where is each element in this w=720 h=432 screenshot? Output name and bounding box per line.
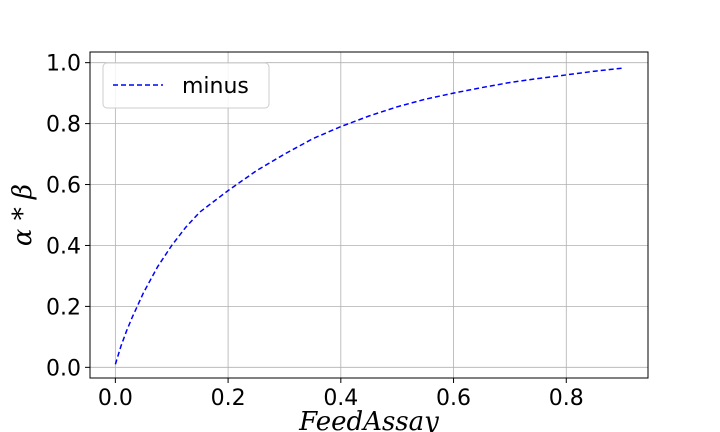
y-tick-label: 1.0 <box>46 52 81 77</box>
legend-box <box>102 62 270 109</box>
x-tick-label: 0.6 <box>436 386 471 411</box>
legend-label-minus: minus <box>182 74 249 99</box>
axis-ticks: 0.0 0.2 0.4 0.6 0.8 0.0 0.2 0.4 0.6 0.8 1.0 <box>46 52 584 411</box>
series-line-minus <box>114 67 623 365</box>
y-axis-label: α * β <box>8 184 38 246</box>
x-tick-label: 0.8 <box>549 386 584 411</box>
y-tick-label: 0.6 <box>46 174 81 199</box>
plot-series <box>114 67 623 365</box>
legend: minus <box>102 62 270 109</box>
x-tick-label: 0.0 <box>98 386 133 411</box>
x-tick-label: 0.4 <box>323 386 358 411</box>
y-tick-label: 0.0 <box>46 356 81 381</box>
y-tick-label: 0.8 <box>46 113 81 138</box>
y-tick-label: 0.4 <box>46 234 81 259</box>
x-axis-label: FeedAssay <box>298 407 439 432</box>
x-tick-label: 0.2 <box>211 386 246 411</box>
plot-frame <box>89 51 649 379</box>
y-tick-label: 0.2 <box>46 295 81 320</box>
